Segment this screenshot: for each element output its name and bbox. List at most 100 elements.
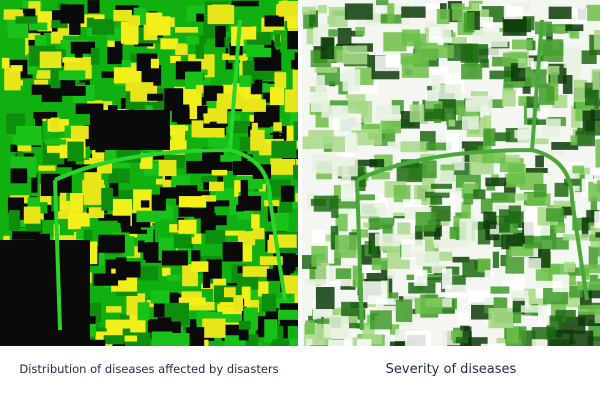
texture-patch xyxy=(112,335,138,342)
texture-patch xyxy=(546,208,565,222)
texture-patch xyxy=(269,86,285,106)
texture-patch xyxy=(136,53,154,71)
texture-patch xyxy=(496,337,513,344)
texture-patch xyxy=(354,173,366,192)
texture-patch xyxy=(452,256,470,263)
texture-patch xyxy=(290,13,298,23)
texture-patch xyxy=(356,125,382,146)
texture-patch xyxy=(109,175,119,197)
texture-patch xyxy=(153,152,165,160)
texture-patch xyxy=(178,219,197,234)
texture-patch xyxy=(341,301,359,317)
texture-patch xyxy=(595,154,600,168)
texture-patch xyxy=(579,264,600,274)
texture-patch xyxy=(315,287,335,310)
texture-patch xyxy=(215,189,227,204)
texture-patch xyxy=(274,34,281,48)
texture-patch xyxy=(34,213,57,220)
texture-patch xyxy=(242,60,255,84)
texture-patch xyxy=(561,206,574,216)
texture-patch xyxy=(175,43,188,56)
texture-patch xyxy=(406,274,415,281)
texture-patch xyxy=(369,217,394,230)
texture-patch xyxy=(492,56,512,67)
texture-patch xyxy=(251,214,260,229)
texture-patch xyxy=(202,318,226,338)
texture-patch xyxy=(67,141,84,162)
texture-patch xyxy=(38,165,56,171)
texture-patch xyxy=(194,105,208,114)
texture-patch xyxy=(16,125,42,146)
texture-patch xyxy=(128,15,140,26)
texture-patch xyxy=(345,94,366,111)
texture-patch xyxy=(355,26,365,36)
texture-patch xyxy=(156,178,169,185)
texture-patch xyxy=(178,196,207,208)
texture-patch xyxy=(533,138,549,145)
texture-patch xyxy=(198,310,209,325)
texture-patch xyxy=(67,212,81,230)
texture-patch xyxy=(107,105,118,115)
texture-patch xyxy=(281,275,298,294)
texture-patch xyxy=(395,299,413,323)
texture-patch xyxy=(220,154,242,162)
texture-patch xyxy=(47,204,56,219)
texture-patch xyxy=(196,13,204,22)
texture-patch xyxy=(562,75,573,94)
texture-patch xyxy=(453,216,461,238)
texture-patch xyxy=(402,199,422,208)
texture-patch xyxy=(416,251,440,267)
texture-patch xyxy=(237,231,256,246)
texture-patch xyxy=(535,155,544,168)
texture-patch xyxy=(120,21,139,44)
texture-patch xyxy=(0,240,90,346)
texture-patch xyxy=(341,175,352,185)
texture-patch xyxy=(231,120,251,134)
texture-patch xyxy=(561,162,585,169)
texture-patch xyxy=(86,17,94,28)
texture-patch xyxy=(206,259,222,279)
texture-patch xyxy=(305,279,329,285)
texture-patch xyxy=(331,195,339,218)
texture-patch xyxy=(175,26,198,33)
texture-patch xyxy=(170,55,181,64)
texture-patch xyxy=(189,100,198,120)
texture-patch xyxy=(513,301,520,309)
texture-patch xyxy=(503,84,514,92)
texture-patch xyxy=(594,211,600,229)
texture-patch xyxy=(455,337,469,344)
texture-patch xyxy=(460,325,470,346)
texture-patch xyxy=(257,281,269,297)
texture-patch xyxy=(320,37,335,60)
texture-patch xyxy=(10,168,28,184)
texture-patch xyxy=(295,193,298,202)
texture-patch xyxy=(577,281,600,291)
texture-patch xyxy=(546,150,564,156)
texture-patch xyxy=(8,210,20,231)
texture-patch xyxy=(167,175,190,187)
texture-patch xyxy=(91,19,115,35)
texture-patch xyxy=(236,211,251,220)
texture-patch xyxy=(90,110,170,150)
texture-patch xyxy=(526,96,539,108)
texture-patch xyxy=(239,75,252,87)
texture-patch xyxy=(83,184,106,199)
texture-patch xyxy=(397,222,411,235)
texture-patch xyxy=(564,178,581,186)
texture-patch xyxy=(302,136,310,150)
texture-patch xyxy=(158,160,177,177)
texture-patch xyxy=(400,141,429,153)
texture-patch xyxy=(500,254,507,267)
texture-patch xyxy=(480,59,489,68)
texture-patch xyxy=(19,8,36,19)
texture-patch xyxy=(415,212,436,232)
texture-patch xyxy=(202,265,211,288)
texture-patch xyxy=(323,314,349,338)
texture-patch xyxy=(465,95,493,112)
texture-patch xyxy=(231,0,259,7)
texture-patch xyxy=(271,140,297,159)
texture-patch xyxy=(430,196,443,205)
texture-patch xyxy=(224,287,236,298)
texture-patch xyxy=(57,175,72,193)
texture-patch xyxy=(31,173,38,193)
